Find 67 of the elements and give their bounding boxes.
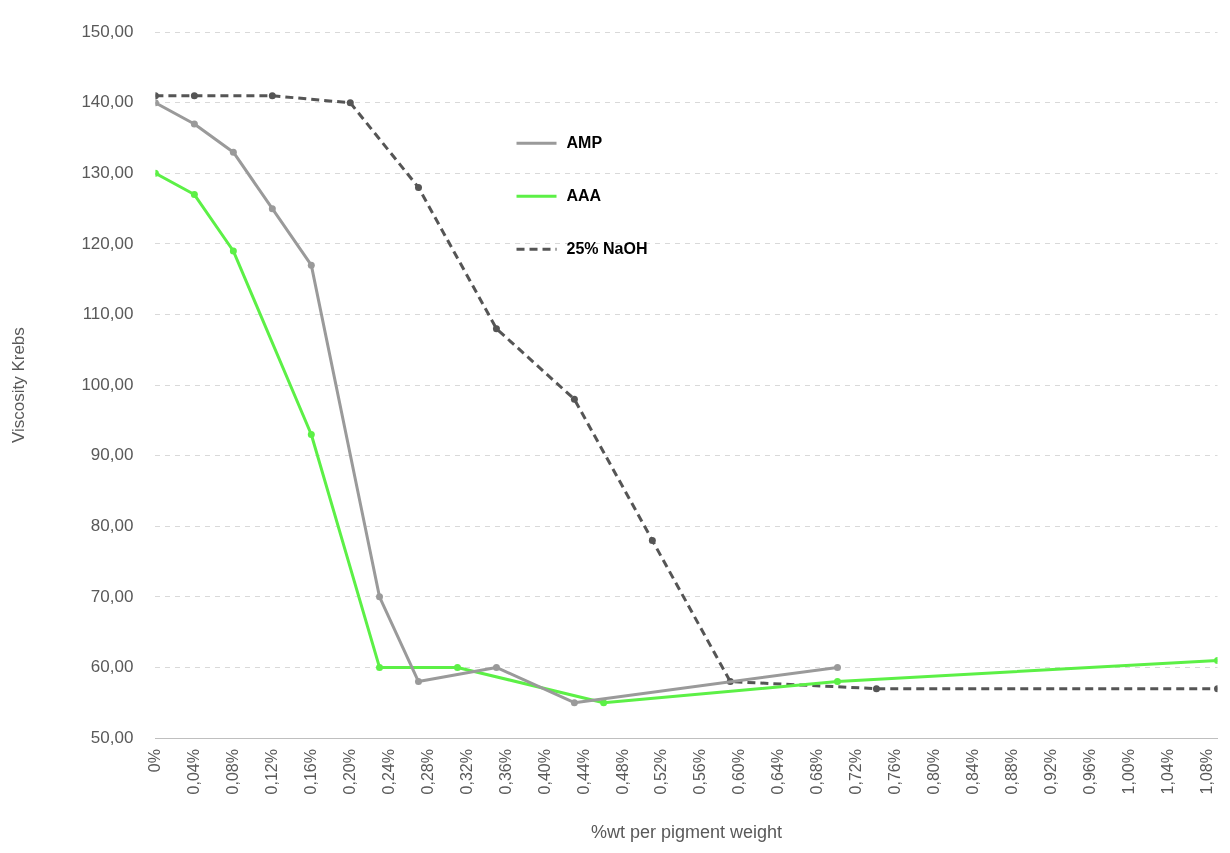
point — [190, 191, 198, 199]
point — [268, 92, 276, 100]
x-tick-label: 1,04% — [1159, 749, 1177, 795]
point — [453, 663, 461, 671]
y-tick-label: 100,00 — [81, 374, 134, 394]
x-tick-label: 0,56% — [691, 749, 709, 795]
x-tick-label: 1,08% — [1198, 749, 1216, 795]
point — [833, 678, 841, 686]
y-tick-label: 90,00 — [90, 445, 134, 465]
x-axis-title: %wt per pigment weight — [590, 822, 782, 843]
x-tick-label: 0,04% — [184, 749, 202, 795]
point — [414, 183, 422, 191]
x-tick-label: 0% — [145, 749, 163, 773]
x-tick-label: 0,52% — [652, 749, 670, 795]
point — [833, 663, 841, 671]
y-tick-label: 110,00 — [82, 304, 134, 324]
y-tick-label: 50,00 — [90, 727, 134, 747]
point — [570, 395, 578, 403]
x-tick-label: 0,44% — [574, 749, 592, 795]
x-tick-label: 0,84% — [964, 749, 982, 795]
point — [376, 663, 384, 671]
x-tick-label: 0,92% — [1042, 749, 1060, 795]
y-tick-label: 120,00 — [81, 233, 134, 253]
point — [190, 92, 198, 100]
x-tick-label: 0,24% — [379, 749, 397, 795]
x-tick-label: 0,88% — [1003, 749, 1021, 795]
y-tick-label: 60,00 — [90, 657, 134, 677]
point — [376, 593, 384, 601]
y-tick-label: 150,00 — [81, 21, 134, 41]
y-tick-label: 70,00 — [90, 586, 134, 606]
y-tick-label: 130,00 — [81, 163, 134, 183]
x-tick-label: 0,28% — [418, 749, 436, 795]
x-tick-label: 0,20% — [340, 749, 358, 795]
x-tick-label: 0,40% — [535, 749, 553, 795]
point — [872, 685, 880, 693]
x-tick-label: 0,64% — [769, 749, 787, 795]
x-tick-label: 0,12% — [262, 749, 280, 795]
legend-label: AMP — [566, 133, 603, 151]
x-tick-label: 0,32% — [457, 749, 475, 795]
x-tick-label: 0,80% — [925, 749, 943, 795]
x-tick-label: 0,48% — [613, 749, 631, 795]
y-tick-label: 80,00 — [90, 515, 134, 535]
x-tick-label: 1,00% — [1120, 749, 1138, 795]
legend-label: 25% NaOH — [566, 239, 648, 257]
x-tick-label: 0,96% — [1081, 749, 1099, 795]
x-tick-label: 0,76% — [886, 749, 904, 795]
legend-label: AAA — [566, 186, 602, 204]
x-tick-label: 0,72% — [847, 749, 865, 795]
point — [414, 678, 422, 686]
point — [190, 120, 198, 128]
y-tick-label: 140,00 — [81, 92, 134, 112]
point — [648, 536, 656, 544]
point — [268, 205, 276, 213]
x-tick-label: 0,16% — [301, 749, 319, 795]
point — [570, 699, 578, 707]
point — [492, 663, 500, 671]
x-tick-label: 0,60% — [730, 749, 748, 795]
x-tick-label: 0,68% — [808, 749, 826, 795]
point — [307, 431, 315, 439]
point — [229, 247, 237, 255]
x-tick-label: 0,08% — [223, 749, 241, 795]
x-tick-label: 0,36% — [496, 749, 514, 795]
point — [229, 148, 237, 156]
point — [492, 325, 500, 333]
point — [346, 99, 354, 107]
y-axis-title: Viscosity Krebs — [8, 327, 28, 444]
point — [307, 261, 315, 269]
